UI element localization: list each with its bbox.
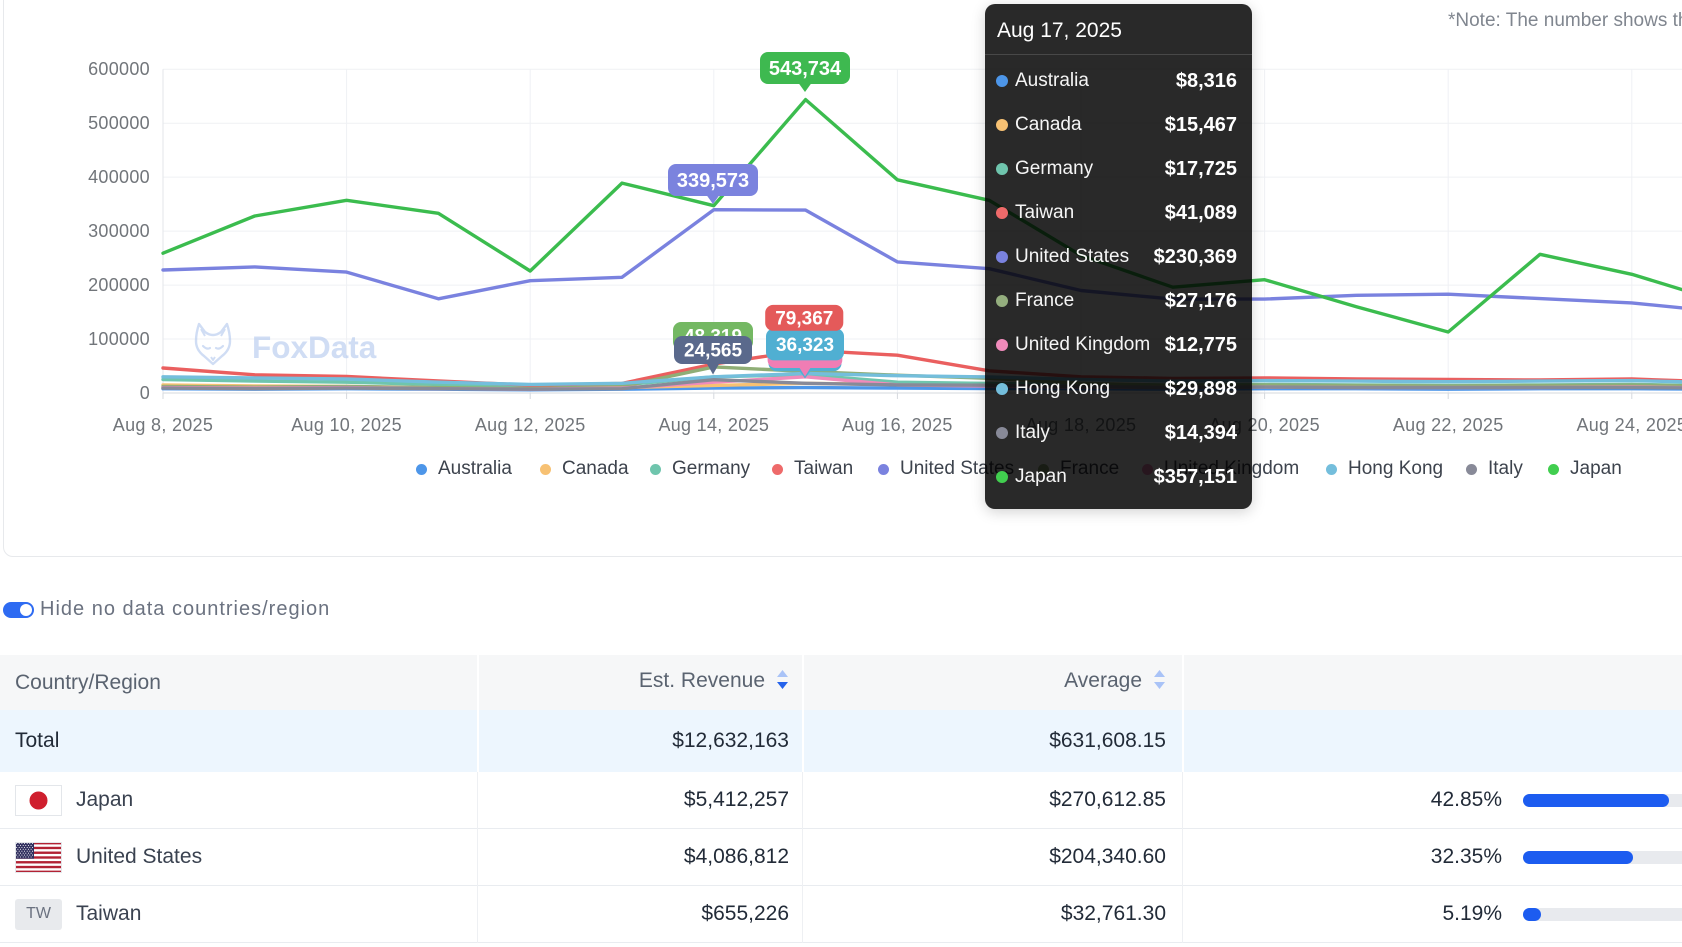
svg-text:200000: 200000 xyxy=(88,275,150,295)
svg-text:600000: 600000 xyxy=(88,59,150,79)
svg-text:Aug 12, 2025: Aug 12, 2025 xyxy=(475,415,586,435)
svg-text:100000: 100000 xyxy=(88,329,150,349)
svg-text:Aug 14, 2025: Aug 14, 2025 xyxy=(658,415,769,435)
svg-text:Aug 22, 2025: Aug 22, 2025 xyxy=(1393,415,1504,435)
svg-text:36,323: 36,323 xyxy=(776,335,834,356)
svg-text:339,573: 339,573 xyxy=(677,170,749,192)
svg-text:FoxData: FoxData xyxy=(252,329,377,365)
svg-text:500000: 500000 xyxy=(88,113,150,133)
svg-text:300000: 300000 xyxy=(88,221,150,241)
svg-text:0: 0 xyxy=(140,383,150,403)
svg-text:79,367: 79,367 xyxy=(775,309,833,330)
svg-text:Aug 8, 2025: Aug 8, 2025 xyxy=(113,415,213,435)
svg-text:24,565: 24,565 xyxy=(684,341,743,362)
svg-text:400000: 400000 xyxy=(88,167,150,187)
svg-text:Aug 10, 2025: Aug 10, 2025 xyxy=(291,415,402,435)
svg-text:Aug 24, 2025: Aug 24, 2025 xyxy=(1576,415,1682,435)
svg-text:543,734: 543,734 xyxy=(769,58,842,80)
svg-text:Aug 16, 2025: Aug 16, 2025 xyxy=(842,415,953,435)
